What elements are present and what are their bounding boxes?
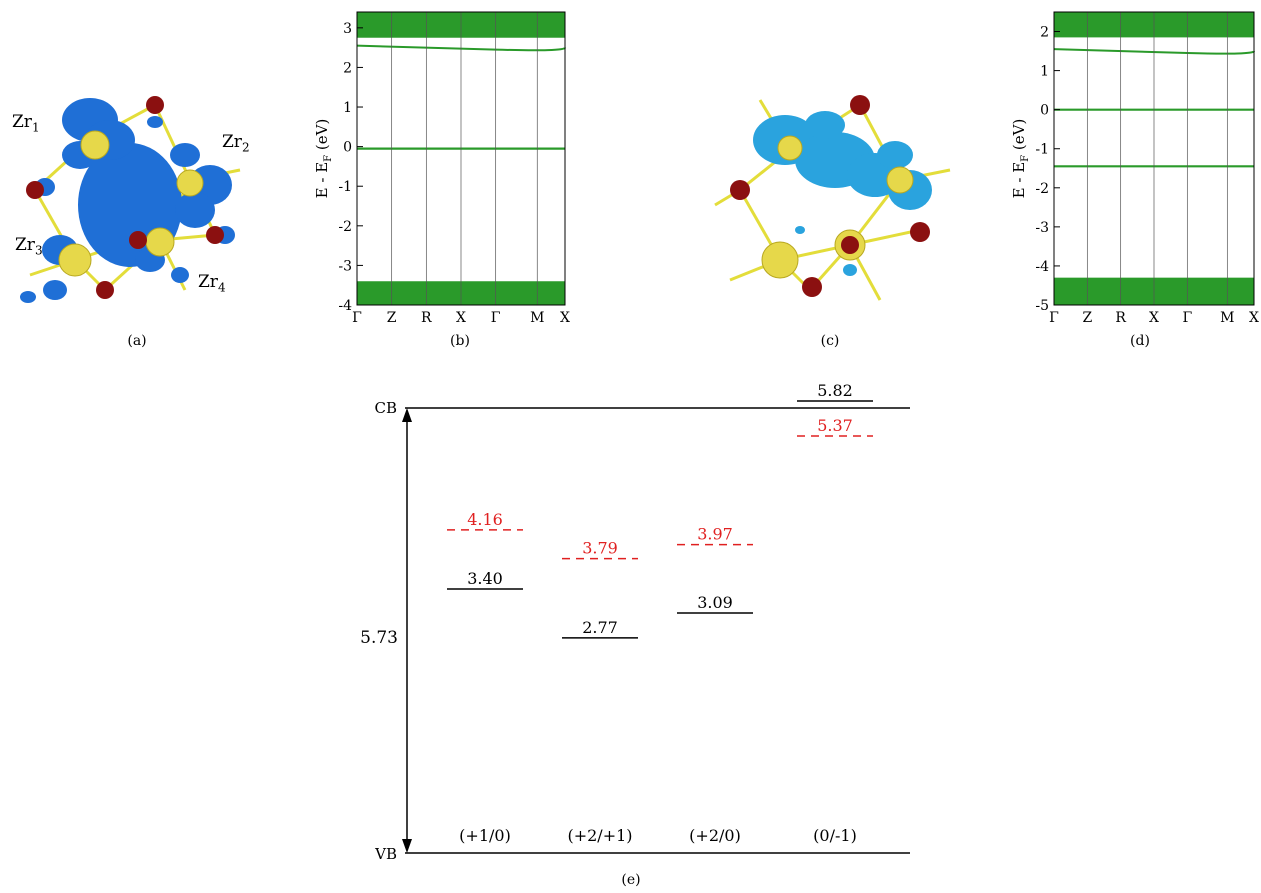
vb-label: VB <box>374 845 397 860</box>
kpoint-label: Γ <box>1049 310 1059 326</box>
panel-a: Zr1 Zr2 Zr3 Zr4 <box>0 60 260 330</box>
kpoint-label: Γ <box>1182 310 1192 326</box>
panel-c <box>700 80 970 320</box>
caption-b: (b) <box>450 333 470 349</box>
ytick-label: 0 <box>1040 103 1049 119</box>
zr3-label: Zr3 <box>15 235 43 258</box>
gap-arrow-head-top <box>402 408 412 422</box>
level-diagram-e: CB VB 5.73 3.40 4.16 (+1/0) 2.77 3.79 (+2/+1) 3.0… <box>360 381 910 860</box>
cb-label: CB <box>375 399 398 417</box>
ytick-label: -2 <box>338 219 352 235</box>
transition-label: (+2/0) <box>689 826 741 845</box>
gap-arrow-head-bottom <box>402 839 412 853</box>
plot-frame <box>356 11 566 306</box>
plot-frame <box>1053 11 1255 306</box>
ytick-label: -3 <box>1035 220 1049 236</box>
zr-atoms-a <box>58 130 204 277</box>
transition-label: (+1/0) <box>459 826 511 845</box>
transition-label: (0/-1) <box>813 826 857 845</box>
red-level-label: 5.37 <box>817 416 853 435</box>
black-level-label: 2.77 <box>582 618 618 637</box>
red-level-label: 3.79 <box>582 539 618 558</box>
caption-c: (c) <box>820 333 840 349</box>
kpoint-label: Γ <box>491 310 501 326</box>
kpoint-label: Γ <box>352 310 362 326</box>
o-atoms-c <box>730 95 930 297</box>
conduction-lowest-band <box>1053 48 1255 55</box>
kpoint-label: M <box>530 310 544 326</box>
caption-d: (d) <box>1130 333 1150 349</box>
red-level-label: 3.97 <box>697 525 733 544</box>
ytick-label: 0 <box>343 140 352 156</box>
black-level-label: 5.82 <box>817 381 853 400</box>
ytick-label: 1 <box>343 100 352 116</box>
ytick-label: -4 <box>1035 259 1049 275</box>
ytick-label: -5 <box>1035 298 1049 314</box>
kpoint-label: X <box>1149 310 1159 326</box>
caption-a: (a) <box>127 333 147 349</box>
isosurface-c-figure <box>714 95 951 301</box>
black-level-label: 3.40 <box>467 569 503 588</box>
ylabel: E - EF (eV) <box>313 119 334 199</box>
o-atoms-a <box>26 96 224 299</box>
caption-e: (e) <box>621 872 641 888</box>
red-level-label: 4.16 <box>467 510 503 529</box>
ytick-label: 2 <box>1040 25 1049 41</box>
zr4-label: Zr4 <box>198 272 226 295</box>
isosurface-a-figure <box>20 96 241 303</box>
ytick-label: -4 <box>338 298 352 314</box>
kpoint-label: X <box>456 310 466 326</box>
ytick-label: -1 <box>1035 142 1049 158</box>
kpoint-label: Z <box>387 310 397 326</box>
kpoint-label: Z <box>1082 310 1092 326</box>
kpoint-label: R <box>1115 310 1126 326</box>
gap-label: 5.73 <box>360 628 398 648</box>
ytick-label: 2 <box>343 60 352 76</box>
kpoint-label: M <box>1220 310 1234 326</box>
kpoint-label: R <box>421 310 432 326</box>
ylabel: E - EF (eV) <box>1010 119 1031 199</box>
transition-label: (+2/+1) <box>567 826 632 845</box>
conduction-lowest-band <box>356 44 566 52</box>
zr2-label: Zr2 <box>222 132 250 155</box>
ytick-label: -3 <box>338 258 352 274</box>
ytick-label: -2 <box>1035 181 1049 197</box>
ytick-label: 1 <box>1040 64 1049 80</box>
black-level-label: 3.09 <box>697 593 733 612</box>
kpoint-label: X <box>1249 310 1259 326</box>
kpoint-label: X <box>560 310 570 326</box>
ytick-label: 3 <box>343 21 352 37</box>
zr1-label: Zr1 <box>12 112 40 135</box>
ytick-label: -1 <box>338 179 352 195</box>
